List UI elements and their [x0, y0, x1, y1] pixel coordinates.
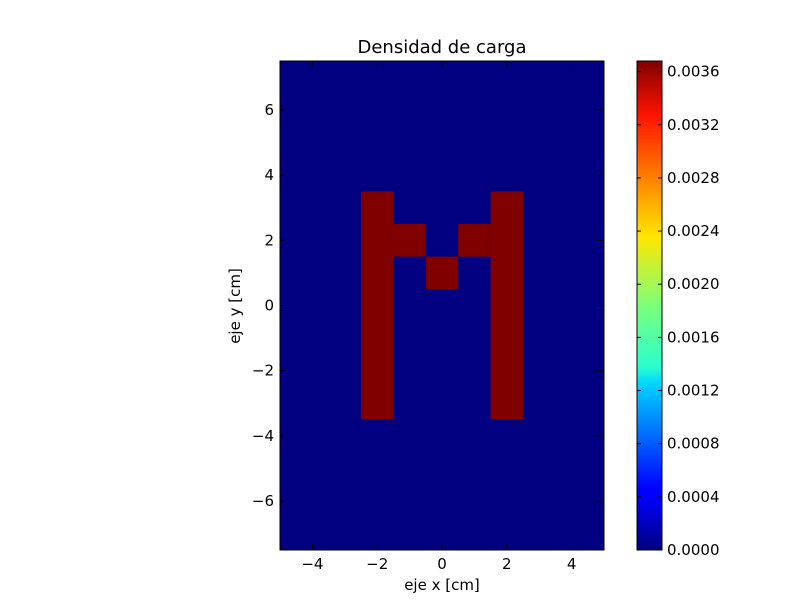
heatmap-cell: [490, 191, 523, 420]
colorbar-tick-label: 0.0020: [667, 275, 720, 293]
x-tick-label: 4: [567, 555, 577, 573]
colorbar-tick-label: 0.0008: [667, 435, 720, 453]
plot-area: [279, 60, 605, 551]
colorbar-tick-label: 0.0032: [667, 116, 720, 134]
x-tick-label: −4: [301, 555, 323, 573]
y-tick-label: 0: [264, 297, 274, 315]
colorbar-tick-label: 0.0036: [667, 63, 720, 81]
heatmap-cell: [361, 191, 394, 420]
y-axis-label: eje y [cm]: [226, 268, 244, 344]
heatmap-cell: [458, 224, 491, 257]
heatmap-cell: [425, 256, 459, 290]
heatmap-background: [280, 61, 604, 550]
x-tick-label: 0: [437, 555, 447, 573]
x-axis: −4 −2 0 2 4: [301, 61, 576, 573]
y-tick-label: 2: [264, 231, 274, 249]
x-tick-label: −2: [366, 555, 388, 573]
y-tick-label: −2: [252, 362, 274, 380]
y-tick-label: 4: [264, 166, 274, 184]
heatmap-cell: [393, 224, 426, 257]
y-tick-label: −4: [252, 427, 274, 445]
colorbar-tick-label: 0.0012: [667, 382, 720, 400]
colorbar-tick-label: 0.0000: [667, 541, 720, 559]
colorbar: 0.0000 0.0004 0.0008 0.0012 0.0016 0.0020 0.00…: [636, 60, 720, 559]
x-axis-label: eje x [cm]: [404, 576, 480, 594]
chart-title: Densidad de carga: [357, 37, 526, 58]
colorbar-tick-label: 0.0016: [667, 328, 720, 346]
y-tick-label: 6: [264, 101, 274, 119]
colorbar-tick-label: 0.0024: [667, 222, 720, 240]
y-axis: −6 −4 −2 0 2 4 6: [252, 101, 604, 510]
colorbar-tick-label: 0.0004: [667, 488, 720, 506]
y-tick-label: −6: [252, 492, 274, 510]
colorbar-tick-label: 0.0028: [667, 169, 720, 187]
colorbar-gradient: [636, 60, 663, 551]
x-tick-label: 2: [502, 555, 512, 573]
